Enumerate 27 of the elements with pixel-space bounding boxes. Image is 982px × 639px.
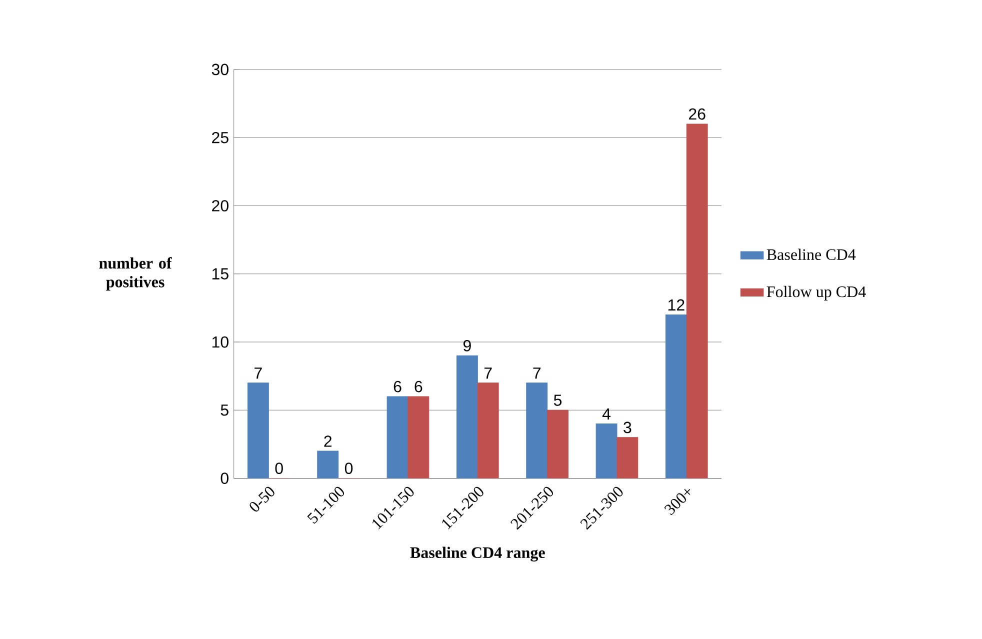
data-label: 7 bbox=[533, 368, 541, 379]
y-tick-label: 15 bbox=[212, 268, 228, 280]
data-label: 12 bbox=[668, 299, 684, 311]
y-tick-label: 0 bbox=[220, 472, 228, 484]
y-axis-title: number of positives bbox=[99, 257, 172, 291]
y-tick-label: 20 bbox=[212, 200, 228, 212]
y-tick-label: 25 bbox=[212, 132, 228, 144]
data-label: 7 bbox=[484, 368, 492, 379]
data-label: 6 bbox=[394, 381, 402, 392]
y-tick-label: 10 bbox=[212, 336, 228, 348]
x-tick-label: 0-50 bbox=[250, 487, 274, 512]
x-axis-title: Baseline CD4 range bbox=[410, 546, 545, 562]
x-tick-label: 300+ bbox=[664, 489, 690, 516]
data-label: 6 bbox=[414, 381, 422, 392]
data-label: 26 bbox=[688, 108, 706, 120]
data-label: 2 bbox=[324, 436, 332, 447]
data-label: 0 bbox=[275, 462, 283, 474]
legend-label: Follow up CD4 bbox=[766, 286, 866, 301]
data-label: 0 bbox=[344, 462, 353, 474]
y-tick-label: 30 bbox=[212, 64, 228, 76]
data-label: 9 bbox=[463, 340, 471, 352]
data-label: 5 bbox=[554, 394, 562, 406]
data-label: 3 bbox=[624, 422, 632, 434]
legend-label: Baseline CD4 bbox=[766, 248, 856, 260]
data-label: 4 bbox=[602, 408, 611, 420]
y-tick-label: 5 bbox=[220, 404, 228, 416]
data-label: 7 bbox=[254, 368, 262, 379]
